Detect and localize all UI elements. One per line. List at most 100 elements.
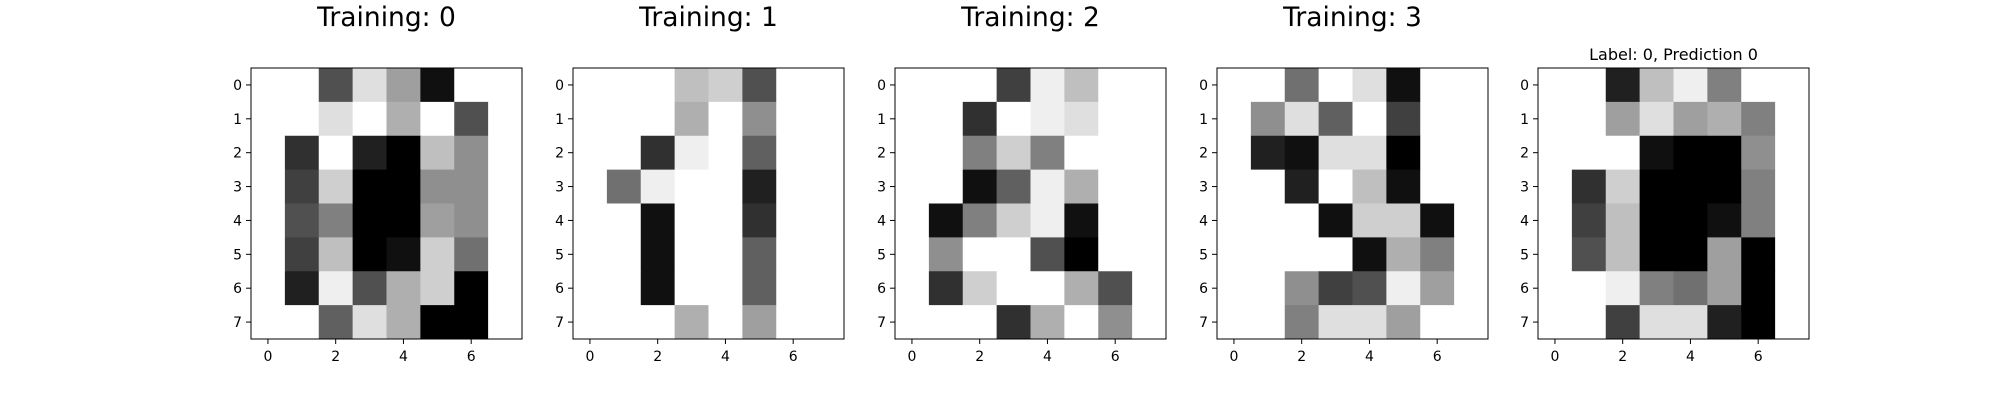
heatmap-cell — [284, 271, 320, 306]
heatmap-cell — [708, 169, 743, 204]
heatmap-cell — [1352, 135, 1387, 171]
digit-image-training-1 — [572, 67, 845, 340]
heatmap-cell — [1741, 68, 1776, 103]
heatmap-cell — [1250, 101, 1286, 137]
heatmap-cell — [1318, 305, 1353, 340]
heatmap-cell — [928, 68, 964, 103]
y-tick-label: 5 — [877, 247, 886, 263]
heatmap-cell — [488, 169, 523, 204]
x-tick-label: 4 — [721, 349, 730, 365]
heatmap-cell — [420, 68, 455, 103]
heatmap-cell — [1030, 169, 1065, 204]
heatmap-cell — [708, 305, 743, 340]
heatmap-cell — [742, 135, 777, 171]
heatmap-cell — [996, 237, 1031, 272]
heatmap-cell — [640, 237, 676, 272]
heatmap-cell — [708, 135, 743, 171]
heatmap-cell — [1741, 237, 1776, 272]
heatmap-cell — [1030, 101, 1065, 137]
heatmap-cell — [284, 203, 320, 238]
heatmap-cell — [1420, 169, 1455, 204]
heatmap-cell — [1775, 237, 1810, 272]
y-tick-label: 3 — [1520, 180, 1529, 196]
y-tick-label: 3 — [1199, 180, 1208, 196]
y-tick-label: 1 — [877, 112, 886, 128]
y-tick-label: 4 — [555, 213, 564, 229]
y-tick-label: 7 — [555, 315, 564, 331]
heatmap-cell — [1217, 271, 1252, 306]
axis-ticks-prediction: 0 1 2 3 4 5 6 7 0 2 4 6 — [1520, 78, 1763, 365]
y-tick-label: 6 — [1520, 281, 1529, 297]
heatmap-cell — [1639, 68, 1674, 103]
heatmap-cell — [1217, 305, 1252, 340]
heatmap-cell — [284, 305, 320, 340]
heatmap-cell — [810, 305, 845, 340]
x-tick-label: 0 — [263, 349, 272, 365]
heatmap-cell — [1454, 101, 1489, 137]
x-tick-label: 6 — [1754, 349, 1763, 365]
heatmap-cell — [1284, 305, 1320, 340]
heatmap-cell — [1284, 271, 1320, 306]
heatmap-cell — [1352, 305, 1387, 340]
heatmap-cell — [1571, 101, 1607, 137]
heatmap-cell — [810, 271, 845, 306]
axes-frame — [1537, 67, 1810, 340]
heatmap-cell — [573, 237, 608, 272]
y-tick-label: 0 — [555, 78, 564, 94]
digit-image-prediction — [1537, 67, 1810, 340]
panel-training-0: Training: 0 0 1 2 3 4 5 6 7 0 2 4 6 — [233, 2, 523, 365]
heatmap-cell — [352, 203, 387, 238]
heatmap-cell — [1707, 169, 1742, 204]
heatmap-cell — [352, 169, 387, 204]
heatmap-cell — [318, 305, 354, 340]
y-tick-label: 4 — [233, 213, 242, 229]
heatmap-cell — [928, 101, 964, 137]
heatmap-cell — [1605, 101, 1641, 137]
heatmap-cell — [1217, 203, 1252, 238]
heatmap-cell — [1132, 135, 1167, 171]
heatmap-cell — [928, 271, 964, 306]
heatmap-cell — [1538, 169, 1573, 204]
heatmap-cell — [1707, 237, 1742, 272]
heatmap-cell — [573, 68, 608, 103]
heatmap-cell — [962, 169, 998, 204]
heatmap-cell — [1064, 135, 1099, 171]
heatmap-cell — [1030, 305, 1065, 340]
heatmap-cell — [996, 203, 1031, 238]
panel-training-1: Training: 1 0 1 2 3 4 5 6 7 0 2 4 6 — [555, 2, 845, 365]
heatmap-cell — [606, 271, 642, 306]
panel-title-training-2: Training: 2 — [960, 2, 1100, 33]
heatmap-cell — [1132, 271, 1167, 306]
heatmap-cell — [488, 135, 523, 171]
heatmap-cell — [1064, 101, 1099, 137]
heatmap-cell — [1098, 237, 1133, 272]
heatmap-cell — [1420, 135, 1455, 171]
heatmap-cell — [1673, 237, 1708, 272]
heatmap-cell — [352, 271, 387, 306]
heatmap-cell — [352, 101, 387, 137]
x-tick-label: 6 — [789, 349, 798, 365]
heatmap-cell — [386, 203, 421, 238]
x-tick-label: 0 — [907, 349, 916, 365]
heatmap-cell — [386, 237, 421, 272]
heatmap-cell — [1420, 271, 1455, 306]
heatmap-cell — [1217, 237, 1252, 272]
heatmap-cell — [454, 203, 489, 238]
x-tick-label: 0 — [585, 349, 594, 365]
heatmap-cell — [251, 305, 286, 340]
heatmap-cell — [742, 271, 777, 306]
y-tick-label: 0 — [233, 78, 242, 94]
heatmap-cell — [606, 135, 642, 171]
heatmap-cell — [488, 237, 523, 272]
heatmap-cell — [573, 169, 608, 204]
heatmap-cell — [1318, 169, 1353, 204]
heatmap-cell — [1571, 203, 1607, 238]
heatmap-cell — [895, 203, 930, 238]
heatmap-cell — [895, 237, 930, 272]
heatmap-cell — [1538, 68, 1573, 103]
y-tick-label: 7 — [877, 315, 886, 331]
heatmap-cell — [318, 68, 354, 103]
x-tick-label: 4 — [1365, 349, 1374, 365]
heatmap-cell — [1318, 203, 1353, 238]
